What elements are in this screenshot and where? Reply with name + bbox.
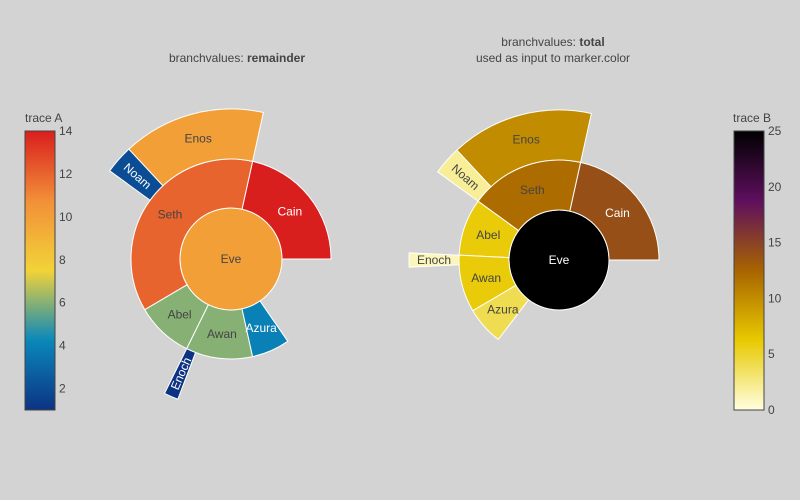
segment-label-enoch: Enoch	[417, 253, 451, 267]
segment-enoch[interactable]	[163, 347, 197, 400]
colorbar-tick-label: 10	[59, 210, 73, 224]
colorbar-b: trace B 0 5 10 15 20 25	[733, 111, 782, 417]
segment-noam[interactable]	[108, 148, 164, 201]
segment-label-awan: Awan	[207, 327, 237, 341]
segment-label-awan: Awan	[471, 271, 501, 285]
colorbar-tick-label: 20	[768, 180, 782, 194]
segment-label-cain: Cain	[278, 205, 303, 219]
colorbar-tick-label: 8	[59, 253, 66, 267]
colorbar-tick-label: 0	[768, 403, 775, 417]
colorbar-tick-label: 15	[768, 236, 782, 250]
colorbar-tick-label: 5	[768, 347, 775, 361]
segment-label-azura: Azura	[487, 303, 519, 317]
colorbar-a: trace A 2 4 6 8 10 12 14	[24, 111, 73, 411]
segment-label-azura: Azura	[245, 321, 277, 335]
segment-cain[interactable]	[569, 161, 660, 261]
segment-cain[interactable]	[241, 160, 332, 260]
colorbar-b-title: trace B	[733, 111, 771, 125]
segment-azura[interactable]	[241, 300, 289, 358]
colorbar-a-title: trace A	[25, 111, 62, 125]
colorbar-tick-label: 2	[59, 382, 66, 396]
colorbar-b-gradient	[733, 130, 765, 411]
segment-enoch[interactable]	[408, 252, 460, 268]
segment-label-abel: Abel	[168, 307, 192, 321]
chart-title-a-prefix: branchvalues:	[169, 51, 247, 65]
colorbar-tick-label: 4	[59, 339, 66, 353]
colorbar-tick-label: 10	[768, 291, 782, 305]
chart-title-a-bold: remainder	[247, 51, 305, 65]
segment-label-seth: Seth	[520, 183, 545, 197]
segment-label-eve: Eve	[221, 252, 242, 266]
segment-label-cain: Cain	[605, 206, 630, 220]
chart-title-a: branchvalues: remainder	[169, 51, 305, 65]
segment-label-eve: Eve	[549, 253, 570, 267]
segment-azura[interactable]	[472, 284, 530, 341]
segment-label-enos: Enos	[512, 132, 539, 146]
segment-label-enos: Enos	[184, 131, 211, 145]
colorbar-tick-label: 12	[59, 167, 73, 181]
chart-subtitle-b: used as input to marker.color	[476, 51, 630, 65]
segment-label-abel: Abel	[476, 228, 500, 242]
colorbar-tick-label: 14	[59, 124, 73, 138]
segment-label-seth: Seth	[158, 208, 183, 222]
colorbar-a-gradient	[24, 130, 56, 411]
colorbar-tick-label: 6	[59, 296, 66, 310]
chart-title-b-bold: total	[579, 35, 604, 49]
colorbar-tick-label: 25	[768, 124, 782, 138]
chart-title-b: branchvalues: total	[501, 35, 604, 49]
chart-title-b-prefix: branchvalues:	[501, 35, 579, 49]
